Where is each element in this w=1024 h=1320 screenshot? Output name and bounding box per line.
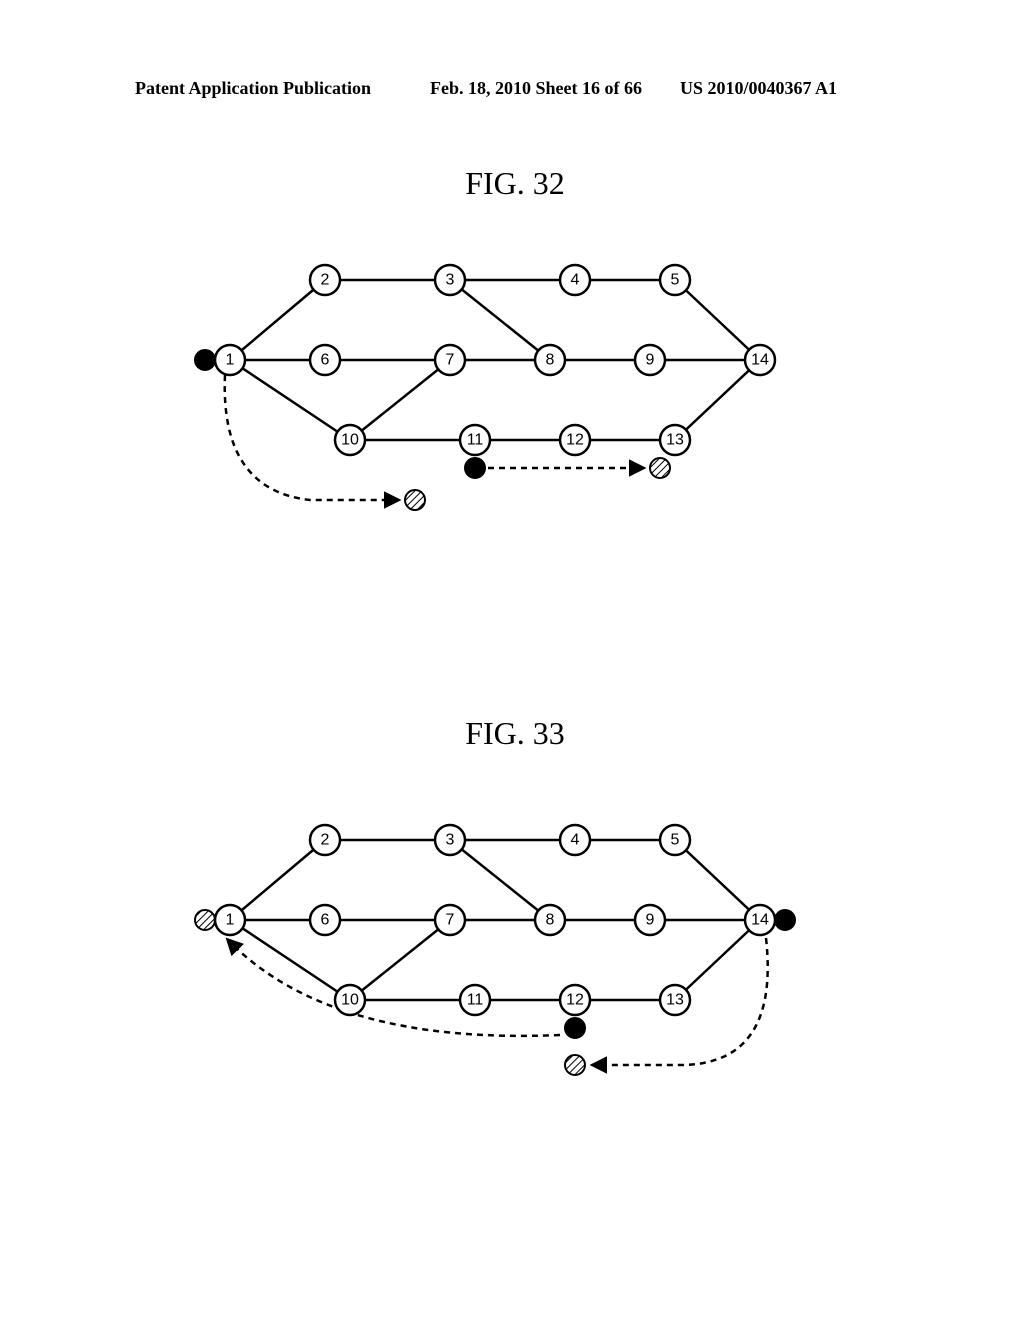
graph-node-label: 5 — [671, 272, 680, 289]
graph-node-label: 8 — [546, 352, 555, 369]
marker-dot — [565, 1055, 585, 1075]
graph-edge — [350, 920, 450, 1000]
graph-edge — [450, 840, 550, 920]
graph-node-label: 1 — [226, 912, 235, 929]
marker-dot — [650, 458, 670, 478]
dashed-arrow — [228, 940, 560, 1036]
graph-node-label: 12 — [566, 432, 584, 449]
graph-node-label: 11 — [467, 992, 484, 1009]
header-right: US 2010/0040367 A1 — [680, 78, 837, 99]
graph-node-label: 14 — [751, 352, 769, 369]
marker-dot — [565, 1018, 585, 1038]
graph-node-label: 4 — [571, 272, 580, 289]
graph-node-label: 3 — [446, 272, 455, 289]
graph-node-label: 6 — [321, 912, 330, 929]
graph-edge — [230, 840, 325, 920]
graph-node-label: 12 — [566, 992, 584, 1009]
graph-node-label: 4 — [571, 832, 580, 849]
marker-dot — [405, 490, 425, 510]
dashed-arrow — [225, 375, 398, 500]
graph-node-label: 7 — [446, 912, 455, 929]
figure-title: FIG. 33 — [415, 715, 615, 752]
graph-node-label: 10 — [341, 992, 359, 1009]
graph-edge — [675, 280, 760, 360]
graph-edge — [675, 840, 760, 920]
graph-edge — [675, 360, 760, 440]
graph-node-label: 7 — [446, 352, 455, 369]
patent-page: Patent Application Publication Feb. 18, … — [0, 0, 1024, 1320]
graph-node-label: 11 — [467, 432, 484, 449]
graph-node-label: 10 — [341, 432, 359, 449]
graph-node-label: 13 — [666, 992, 684, 1009]
graph-edge — [675, 920, 760, 1000]
graph-node-label: 8 — [546, 912, 555, 929]
marker-dot — [195, 350, 215, 370]
graph-node-label: 2 — [321, 832, 330, 849]
graph-edge — [450, 280, 550, 360]
graph-node-label: 14 — [751, 912, 769, 929]
graph-node-label: 3 — [446, 832, 455, 849]
graph-node-label: 9 — [646, 912, 655, 929]
marker-dot — [465, 458, 485, 478]
graph-node-label: 1 — [226, 352, 235, 369]
graph-node-label: 2 — [321, 272, 330, 289]
header-center: Feb. 18, 2010 Sheet 16 of 66 — [430, 78, 642, 99]
marker-dot — [195, 910, 215, 930]
network-diagram: 1234567891410111213 — [180, 230, 800, 530]
figure-title: FIG. 32 — [415, 165, 615, 202]
graph-edge — [350, 360, 450, 440]
network-diagram: 1234567891410111213 — [180, 790, 800, 1110]
header-left: Patent Application Publication — [135, 78, 371, 99]
graph-node-label: 6 — [321, 352, 330, 369]
graph-node-label: 13 — [666, 432, 684, 449]
graph-node-label: 5 — [671, 832, 680, 849]
graph-node-label: 9 — [646, 352, 655, 369]
marker-dot — [775, 910, 795, 930]
graph-edge — [230, 280, 325, 360]
